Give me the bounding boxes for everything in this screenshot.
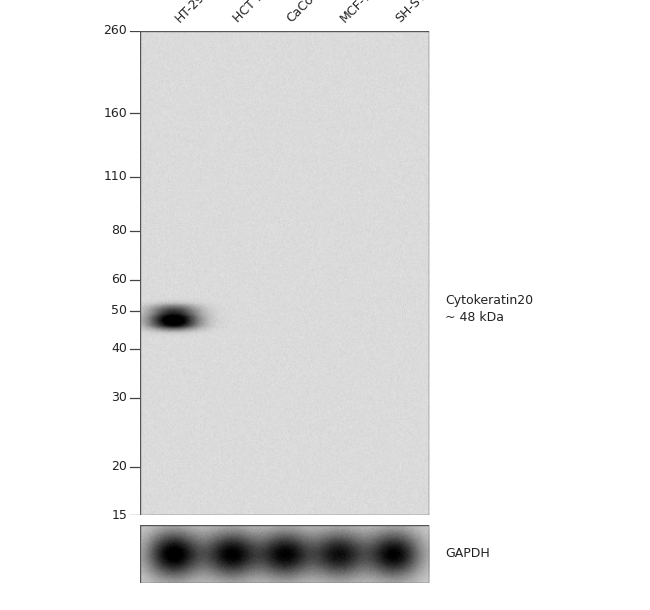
Text: 160: 160	[103, 107, 127, 120]
Text: 30: 30	[111, 391, 127, 404]
Text: 110: 110	[103, 170, 127, 183]
Text: CaCo-2: CaCo-2	[285, 0, 326, 26]
Text: 260: 260	[103, 24, 127, 37]
Text: 15: 15	[111, 509, 127, 522]
Text: MCF-7: MCF-7	[338, 0, 375, 26]
Text: HT-29: HT-29	[173, 0, 208, 26]
Text: Cytokeratin20
~ 48 kDa: Cytokeratin20 ~ 48 kDa	[445, 293, 534, 323]
Text: 20: 20	[111, 460, 127, 473]
Text: GAPDH: GAPDH	[445, 547, 490, 560]
Text: 50: 50	[111, 304, 127, 317]
Text: 80: 80	[111, 224, 127, 237]
Text: SH-SY5Y: SH-SY5Y	[393, 0, 439, 26]
Text: 40: 40	[111, 342, 127, 355]
Text: 60: 60	[111, 273, 127, 286]
Text: HCT 116: HCT 116	[231, 0, 278, 26]
